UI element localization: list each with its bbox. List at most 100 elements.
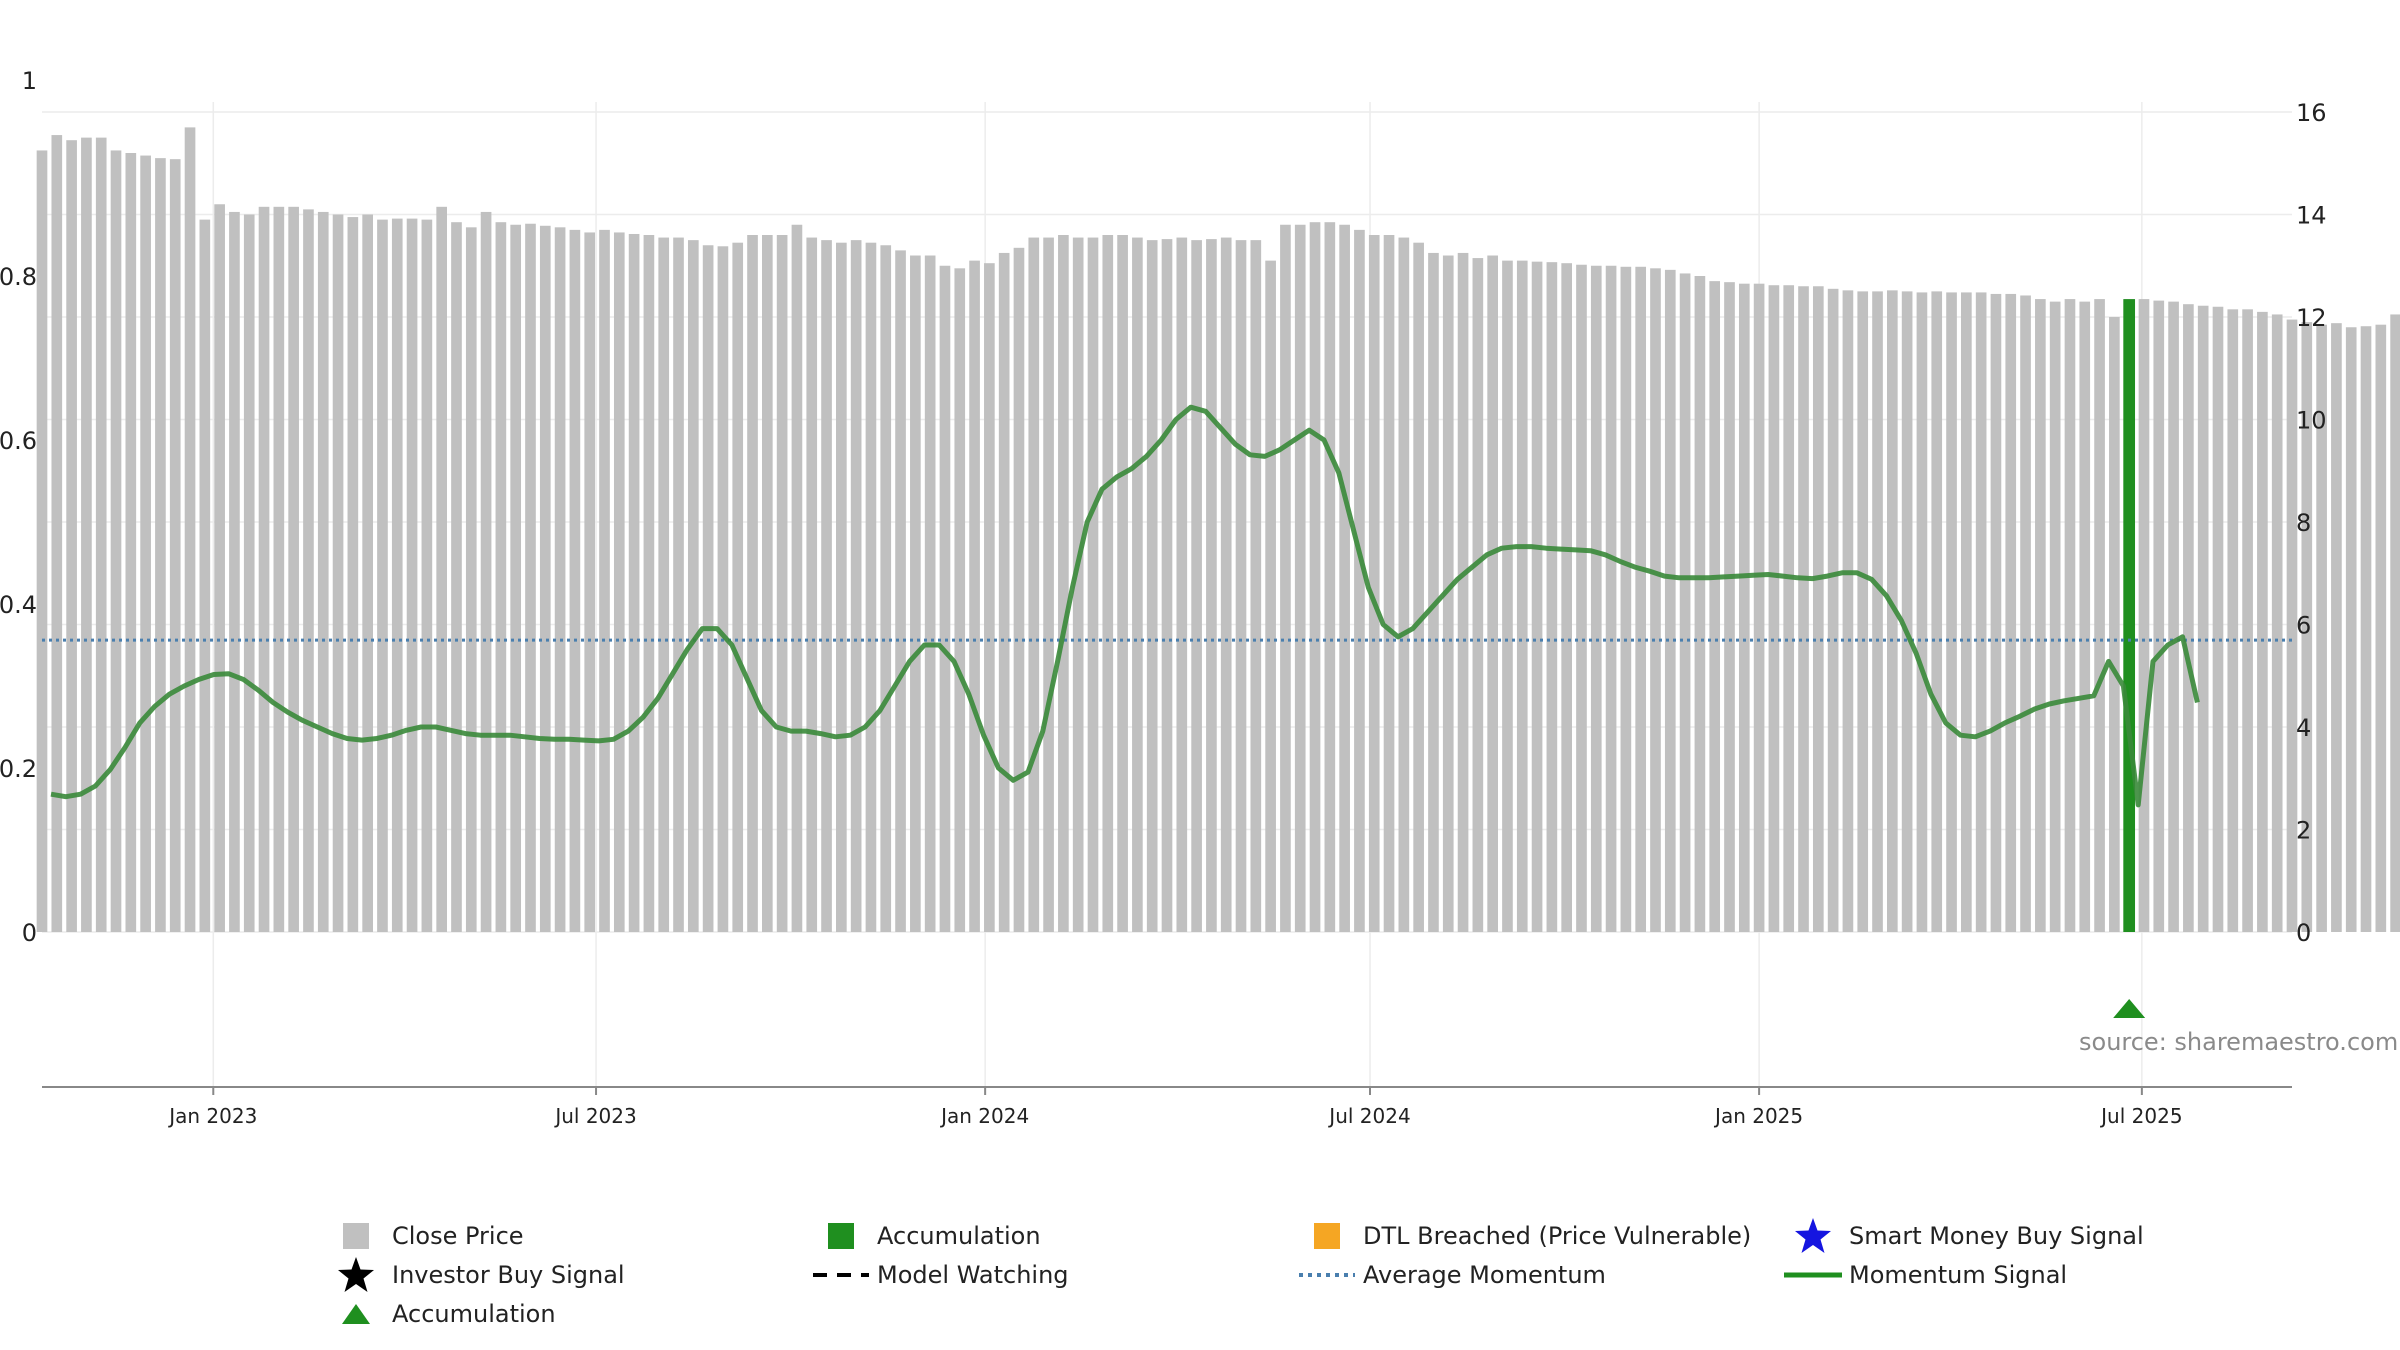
close-price-bar	[406, 218, 418, 933]
close-price-bar	[2301, 322, 2313, 932]
close-price-bar	[1087, 237, 1099, 932]
accumulation-marker	[2113, 999, 2146, 1018]
close-price-bar	[2049, 301, 2061, 932]
close-price-bar	[1324, 222, 1336, 932]
close-price-bar	[2257, 311, 2268, 932]
close-price-bar	[2153, 300, 2165, 933]
x-tick-label: Jul 2024	[1327, 1104, 1410, 1128]
close-price-bar	[2109, 317, 2120, 932]
x-tick-label: Jan 2023	[167, 1104, 257, 1128]
close-price-bar	[2079, 301, 2091, 932]
close-price-bar	[806, 237, 818, 932]
close-price-bar	[1975, 292, 1987, 932]
close-price-bar	[539, 225, 551, 932]
close-price-bar	[687, 240, 699, 932]
close-price-bar	[2316, 324, 2327, 932]
close-price-bar	[451, 222, 462, 932]
x-tick-label: Jul 2023	[553, 1104, 636, 1128]
close-price-bar	[510, 224, 522, 932]
left-tick-label: 1	[22, 67, 37, 95]
close-price-bar	[2020, 295, 2031, 933]
close-price-bar	[465, 227, 477, 932]
close-price-bar	[939, 265, 951, 932]
close-price-bar	[1768, 285, 1780, 933]
close-price-bar	[1117, 235, 1128, 932]
close-price-bar	[1191, 240, 1202, 932]
close-price-bar	[1724, 282, 1735, 932]
close-price-bar	[1472, 258, 1484, 932]
close-price-bar	[1872, 291, 1883, 932]
close-price-bar	[273, 206, 285, 932]
close-price-bar	[2005, 293, 2017, 932]
close-price-bar	[2197, 305, 2209, 933]
close-price-bar	[954, 268, 966, 932]
close-price-bar	[1235, 240, 1247, 932]
close-price-bar	[2168, 301, 2179, 932]
close-price-bar	[1635, 266, 1647, 932]
close-price-bar	[880, 245, 892, 932]
close-price-bar	[377, 219, 388, 932]
close-price-bar	[36, 150, 48, 932]
close-price-bar	[554, 227, 566, 932]
right-tick-label: 14	[2296, 202, 2327, 230]
close-price-bar	[2286, 319, 2298, 932]
close-price-bar	[317, 211, 329, 932]
right-tick-label: 10	[2296, 407, 2327, 435]
close-price-bar	[2094, 299, 2105, 932]
close-price-bar	[2360, 326, 2372, 933]
close-price-bar	[1516, 260, 1528, 932]
close-price-bar	[1827, 288, 1839, 932]
close-price-bar	[525, 223, 536, 933]
close-price-bar	[673, 237, 684, 932]
close-price-bar	[1753, 283, 1765, 932]
close-price-bar	[1457, 252, 1469, 932]
close-price-bar	[1887, 290, 1898, 933]
right-tick-label: 6	[2296, 612, 2311, 640]
right-tick-label: 16	[2296, 99, 2327, 127]
close-price-bar	[1842, 290, 1854, 933]
close-price-bar	[584, 232, 596, 932]
close-price-bar	[732, 242, 744, 932]
close-price-bar	[2035, 299, 2046, 932]
close-price-bar	[1368, 235, 1380, 932]
close-price-bar	[1028, 237, 1040, 932]
close-price-bar	[2227, 309, 2239, 932]
close-price-bar	[1502, 260, 1513, 932]
close-price-bar	[1916, 292, 1928, 932]
close-price-bar	[421, 219, 433, 932]
close-price-bar	[1161, 239, 1173, 933]
close-price-bar	[1043, 237, 1054, 932]
close-price-bar	[1605, 265, 1617, 932]
close-price-bar	[569, 229, 581, 932]
left-tick-label: 0	[22, 919, 37, 947]
close-price-bar	[969, 260, 980, 932]
close-price-bar	[436, 206, 447, 932]
close-price-bar	[1265, 260, 1276, 932]
close-price-bar	[910, 255, 921, 932]
close-price-bar	[332, 214, 344, 932]
close-price-bar	[836, 242, 847, 932]
close-price-bar	[66, 140, 77, 932]
left-tick-label: 0.8	[0, 263, 37, 291]
left-tick-label: 0.4	[0, 591, 37, 619]
close-price-bar	[1413, 242, 1424, 932]
close-price-bar	[1650, 268, 1661, 932]
close-price-bar	[821, 240, 832, 932]
close-price-bar	[110, 150, 122, 932]
close-price-bar	[628, 233, 640, 933]
close-price-bar	[81, 137, 92, 932]
close-price-bar	[924, 255, 936, 932]
close-price-bar	[2375, 324, 2387, 932]
close-price-bar	[184, 127, 196, 932]
close-price-bar	[480, 211, 492, 932]
close-price-bar	[2390, 314, 2400, 932]
close-price-bar	[1694, 276, 1706, 932]
close-price-bar	[229, 211, 240, 932]
close-price-bar	[1783, 285, 1795, 933]
close-price-bar	[702, 245, 714, 932]
close-price-bar	[1220, 237, 1232, 932]
close-price-bar	[1146, 240, 1158, 932]
close-price-bar	[1102, 235, 1114, 932]
close-price-bar	[643, 235, 655, 932]
close-price-bar	[1383, 235, 1395, 932]
